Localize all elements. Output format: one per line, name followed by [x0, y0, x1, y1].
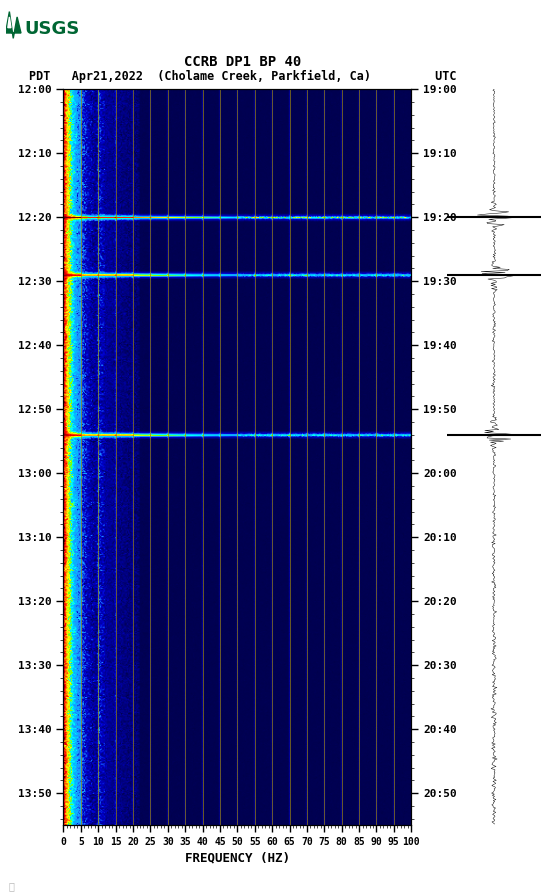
Text: PDT   Apr21,2022  (Cholame Creek, Parkfield, Ca)         UTC: PDT Apr21,2022 (Cholame Creek, Parkfield… — [29, 70, 457, 83]
X-axis label: FREQUENCY (HZ): FREQUENCY (HZ) — [185, 851, 290, 864]
Polygon shape — [8, 17, 11, 28]
Text: USGS: USGS — [24, 21, 79, 38]
Text: CCRB DP1 BP 40: CCRB DP1 BP 40 — [184, 55, 301, 69]
Polygon shape — [6, 12, 21, 38]
Text: ⓐ: ⓐ — [8, 881, 14, 891]
